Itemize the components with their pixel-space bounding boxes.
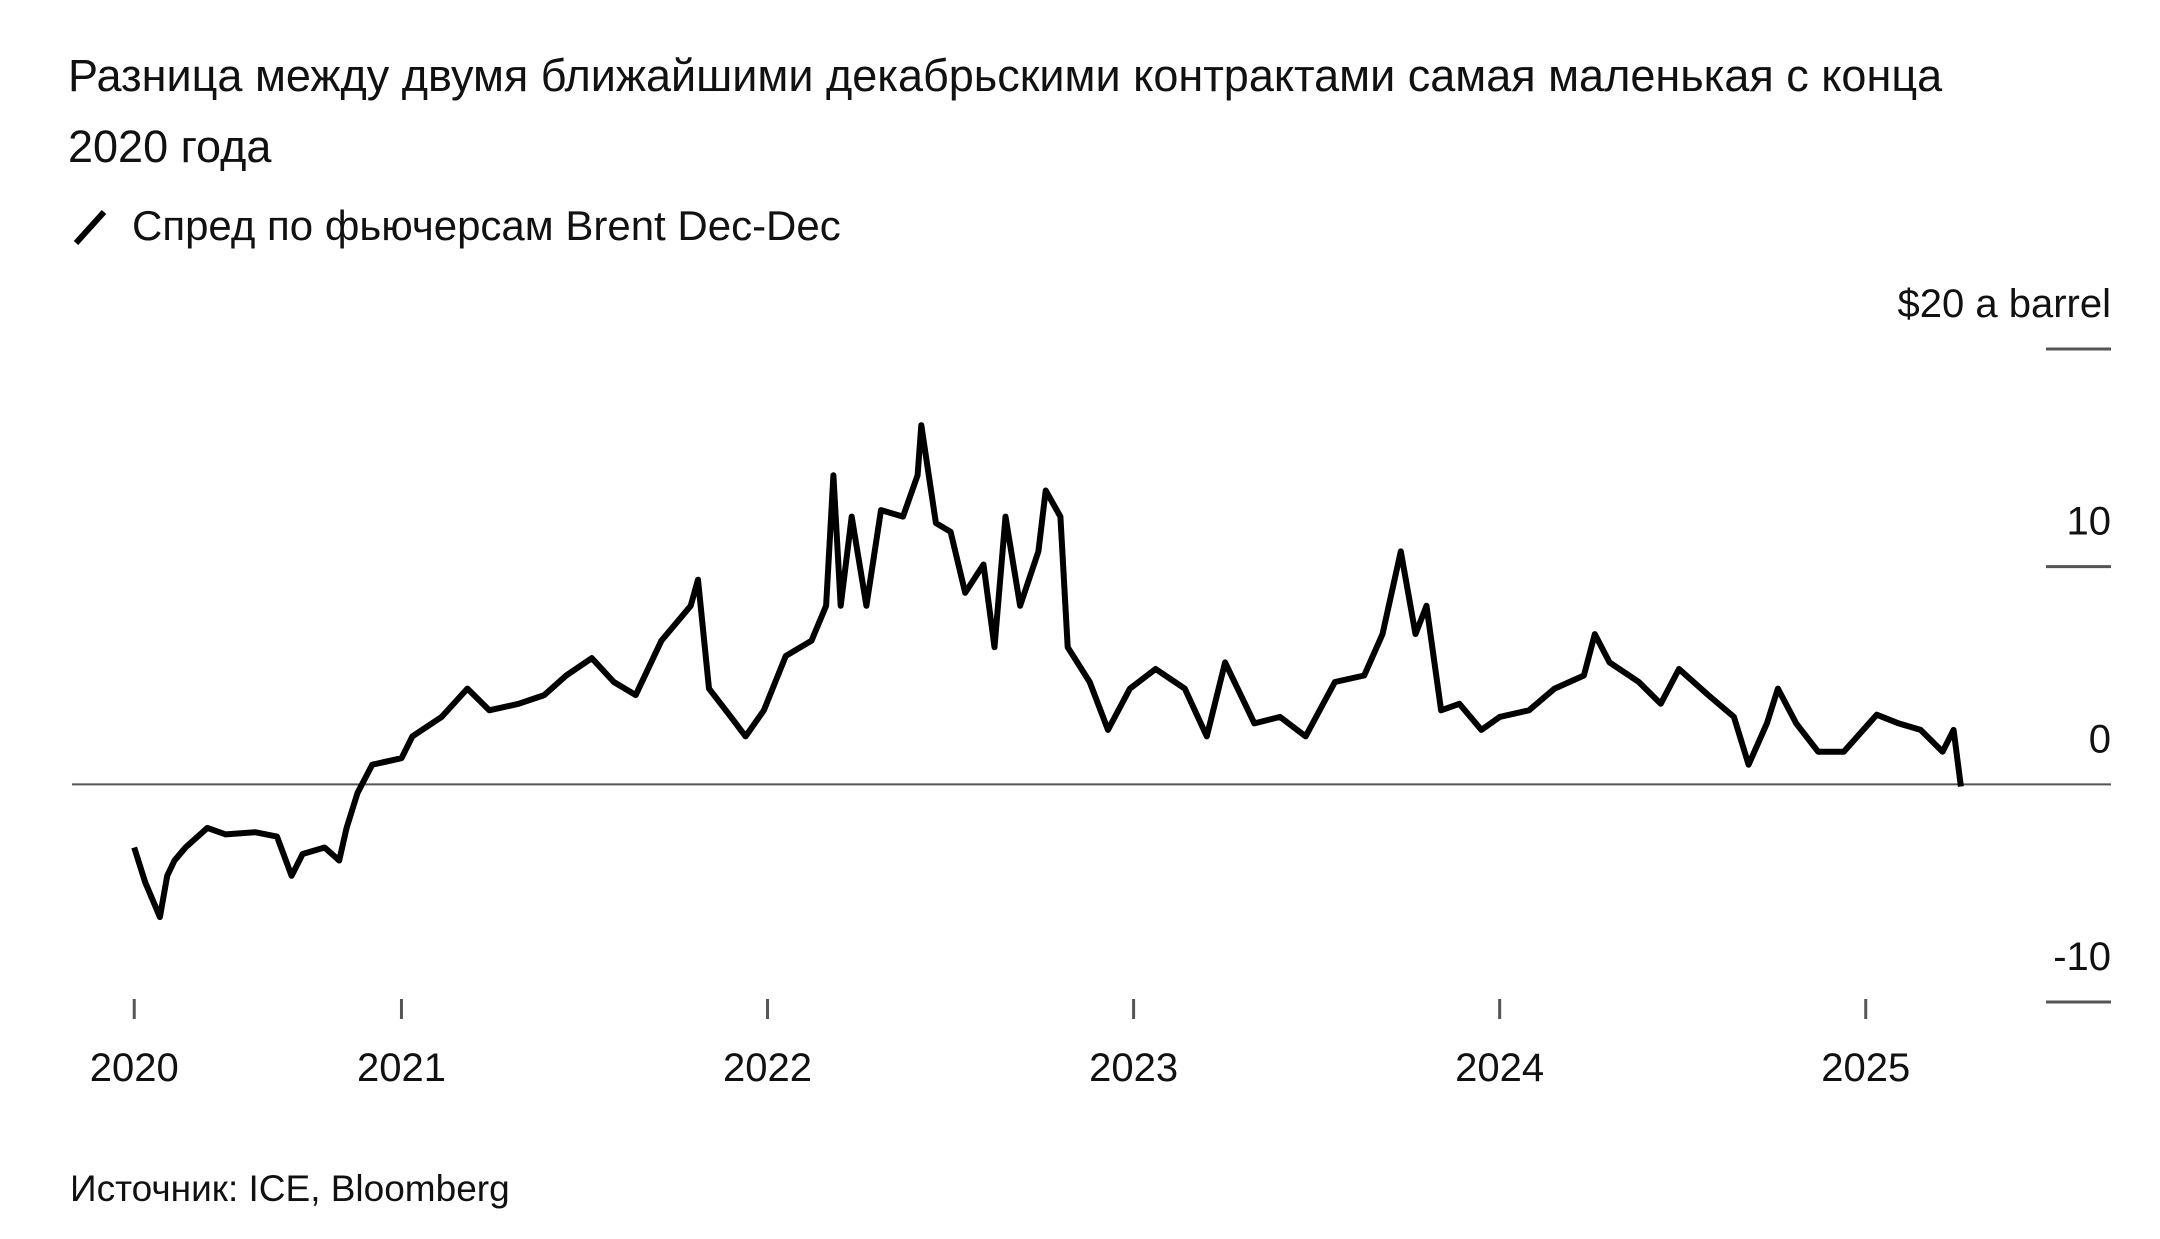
- legend-swatch: [73, 209, 107, 246]
- source: Источник: ICE, Bloomberg: [70, 1168, 510, 1209]
- y-tick-label: -10: [2053, 935, 2111, 979]
- x-tick-label: 2023: [1089, 1046, 1178, 1090]
- y-tick-label: 10: [2067, 500, 2112, 544]
- x-tick-label: 2020: [90, 1046, 179, 1090]
- title-box: Разница между двумя ближайшими декабрьск…: [68, 50, 1943, 172]
- x-tick-label: 2025: [1821, 1046, 1910, 1090]
- series-line: [131, 422, 1964, 921]
- x-tick-label: 2022: [723, 1046, 812, 1090]
- legend-label: Спред по фьючерсам Brent Dec-Dec: [132, 202, 841, 249]
- y-tick-label: 0: [2089, 717, 2111, 761]
- x-tick-label: 2024: [1455, 1046, 1544, 1090]
- y-tick-label: $20 a barrel: [1898, 282, 2111, 326]
- chart-title: Разница между двумя ближайшими декабрьск…: [68, 50, 1943, 172]
- x-tick-label: 2021: [357, 1046, 446, 1090]
